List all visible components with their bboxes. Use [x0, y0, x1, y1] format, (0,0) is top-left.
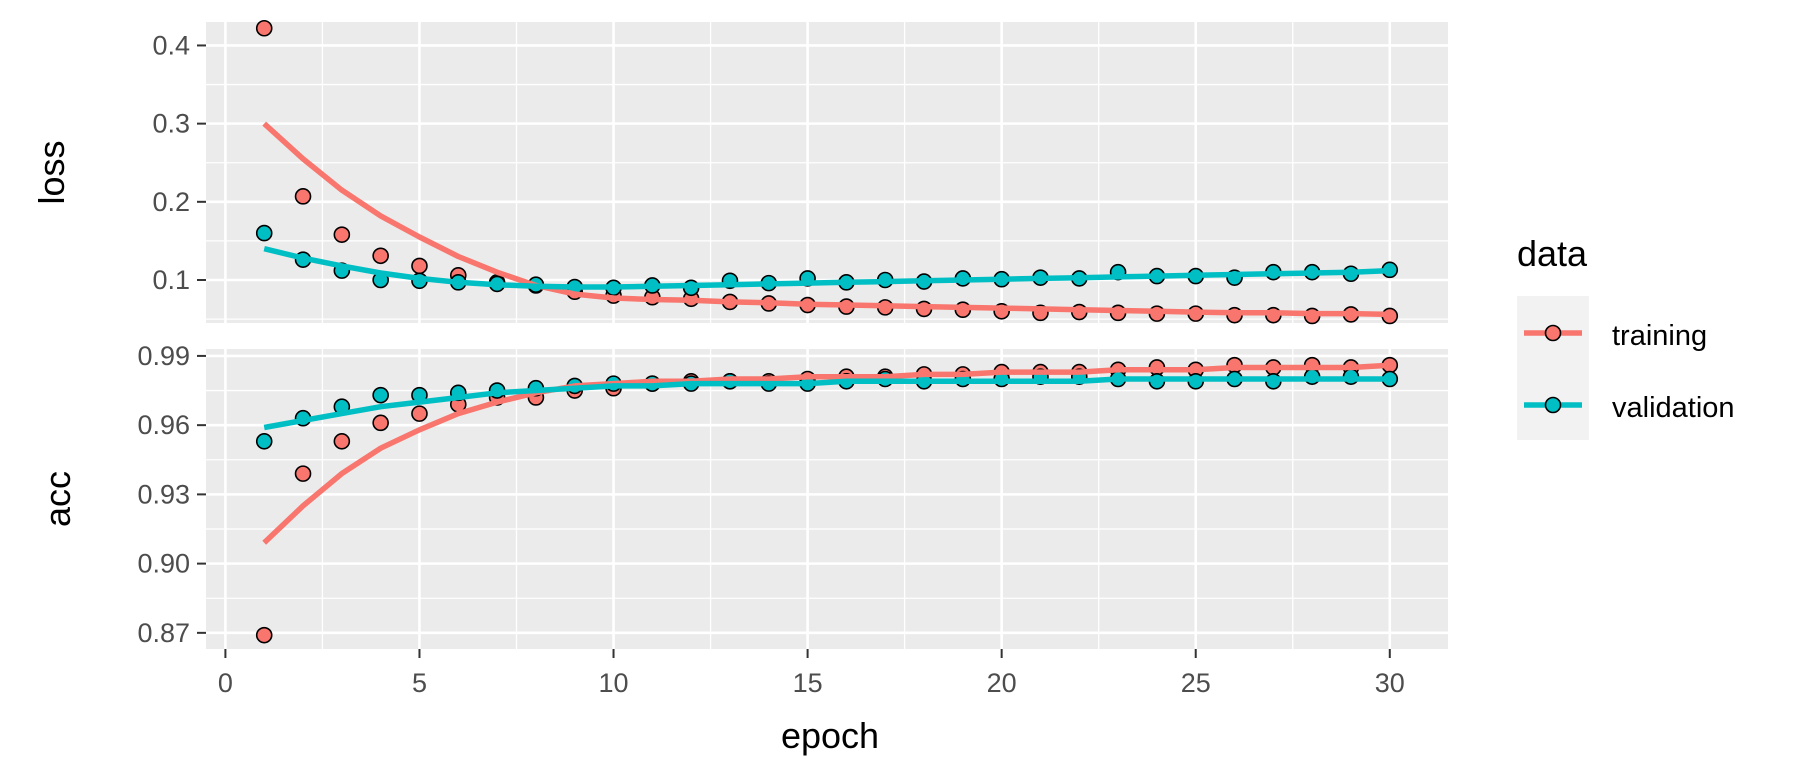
panel-background — [206, 22, 1448, 323]
smooth-line-validation — [263, 376, 1390, 431]
point-training — [411, 405, 428, 422]
point-training — [372, 247, 389, 265]
point-training — [411, 257, 428, 275]
point-validation — [372, 386, 389, 404]
x-axis-title: epoch — [781, 715, 879, 756]
legend-key-validation — [1524, 396, 1582, 414]
panel-label-acc: acc — [37, 471, 78, 527]
panel-label-loss: loss — [31, 140, 72, 204]
x-tick-label: 30 — [1375, 668, 1405, 698]
legend-key-training — [1524, 324, 1582, 342]
x-tick-label: 0 — [218, 668, 233, 698]
y-tick-label: 0.4 — [152, 30, 190, 60]
panel-loss: 0.1 0.2 0.3 0.4 loss — [31, 19, 1448, 325]
smooth-line-training — [262, 121, 1390, 318]
point-training — [294, 188, 312, 205]
facet-panels: 0.1 0.2 0.3 0.4 loss 0.87 0.90 0.93 0.96 0.99 acc — [31, 19, 1448, 649]
point-training — [255, 626, 273, 644]
smooth-line-training — [262, 362, 1390, 545]
legend: data training validation — [1517, 233, 1735, 440]
x-tick-label: 20 — [987, 668, 1017, 698]
point-training — [255, 19, 273, 37]
legend-key-background — [1517, 296, 1589, 440]
panel-acc: 0.87 0.90 0.93 0.96 0.99 acc — [37, 341, 1448, 649]
point-training — [333, 433, 351, 450]
y-tick-label: 0.2 — [152, 187, 190, 217]
legend-key-point — [1544, 324, 1562, 342]
x-tick-label: 5 — [412, 668, 427, 698]
y-tick-label: 0.87 — [137, 618, 190, 648]
panel-background — [206, 349, 1448, 649]
y-tick-label: 0.93 — [137, 479, 190, 509]
legend-title: data — [1517, 233, 1588, 274]
y-tick-label: 0.99 — [137, 341, 190, 371]
legend-key-point — [1544, 396, 1562, 414]
legend-label-training: training — [1612, 320, 1707, 352]
y-tick-label: 0.96 — [137, 410, 190, 440]
point-training — [372, 414, 389, 432]
smooth-line-validation — [263, 246, 1390, 290]
point-validation — [255, 224, 273, 242]
y-tick-label: 0.3 — [152, 109, 190, 139]
x-tick-label: 10 — [599, 668, 629, 698]
point-validation — [255, 433, 273, 450]
point-training — [294, 465, 312, 482]
x-tick-label: 25 — [1181, 668, 1211, 698]
legend-label-validation: validation — [1612, 392, 1735, 424]
x-axis: 0 5 10 15 20 25 30 — [218, 649, 1405, 698]
point-training — [333, 226, 351, 243]
y-tick-label: 0.1 — [152, 265, 190, 295]
x-tick-label: 15 — [793, 668, 823, 698]
y-tick-label: 0.90 — [137, 549, 190, 579]
legend-keys — [1524, 324, 1582, 414]
